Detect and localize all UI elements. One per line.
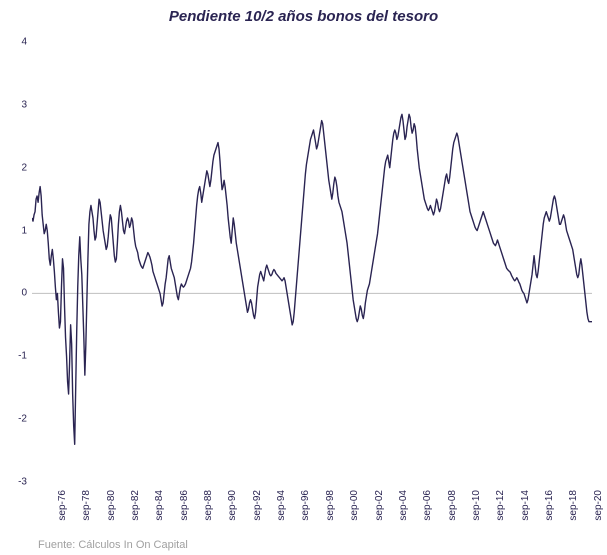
x-tick-label: sep-92 [252,490,263,521]
x-tick-label: sep-78 [81,490,92,521]
y-tick-label: 1 [5,225,27,236]
y-tick-label: -3 [5,477,27,488]
series-line [32,114,592,444]
x-tick-label: sep-18 [568,490,579,521]
x-tick-label: sep-10 [471,490,482,521]
x-tick-label: sep-76 [57,490,68,521]
chart-container: Pendiente 10/2 años bonos del tesoro Fue… [0,0,607,555]
x-tick-label: sep-16 [544,490,555,521]
x-tick-label: sep-12 [495,490,506,521]
y-tick-label: -2 [5,414,27,425]
x-tick-label: sep-94 [276,490,287,521]
x-tick-label: sep-06 [422,490,433,521]
x-tick-label: sep-08 [447,490,458,521]
y-tick-label: -1 [5,351,27,362]
x-tick-label: sep-14 [520,490,531,521]
x-tick-label: sep-20 [593,490,604,521]
x-tick-label: sep-88 [203,490,214,521]
chart-plot [32,42,592,482]
y-tick-label: 0 [5,288,27,299]
x-tick-label: sep-98 [325,490,336,521]
x-tick-label: sep-80 [106,490,117,521]
x-tick-label: sep-00 [349,490,360,521]
x-tick-label: sep-96 [301,490,312,521]
x-tick-label: sep-82 [130,490,141,521]
x-tick-label: sep-90 [228,490,239,521]
y-tick-label: 4 [5,37,27,48]
y-tick-label: 3 [5,99,27,110]
x-tick-label: sep-86 [179,490,190,521]
x-tick-label: sep-04 [398,490,409,521]
chart-title: Pendiente 10/2 años bonos del tesoro [0,8,607,25]
y-tick-label: 2 [5,162,27,173]
chart-source: Fuente: Cálculos In On Capital [38,539,188,551]
x-tick-label: sep-84 [154,490,165,521]
x-tick-label: sep-02 [374,490,385,521]
